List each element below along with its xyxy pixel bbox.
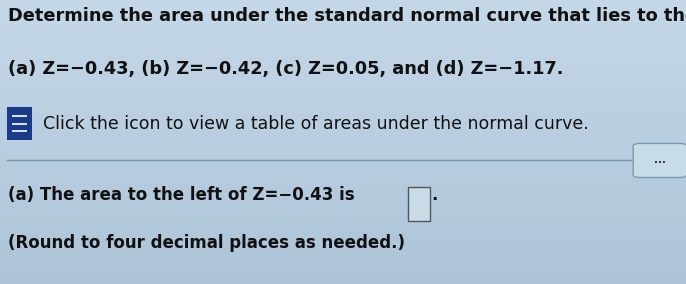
FancyBboxPatch shape: [408, 187, 430, 221]
Text: Determine the area under the standard normal curve that lies to the left of: Determine the area under the standard no…: [8, 7, 686, 25]
FancyBboxPatch shape: [633, 143, 686, 178]
Text: (a) Z=−0.43, (b) Z=−0.42, (c) Z=0.05, and (d) Z=−1.17.: (a) Z=−0.43, (b) Z=−0.42, (c) Z=0.05, an…: [8, 60, 564, 78]
FancyBboxPatch shape: [7, 107, 32, 141]
Text: ...: ...: [654, 155, 666, 166]
Text: Click the icon to view a table of areas under the normal curve.: Click the icon to view a table of areas …: [43, 114, 589, 133]
Text: (Round to four decimal places as needed.): (Round to four decimal places as needed.…: [8, 234, 405, 252]
Text: (a) The area to the left of Z=−0.43 is: (a) The area to the left of Z=−0.43 is: [8, 186, 355, 204]
Text: .: .: [431, 186, 437, 204]
